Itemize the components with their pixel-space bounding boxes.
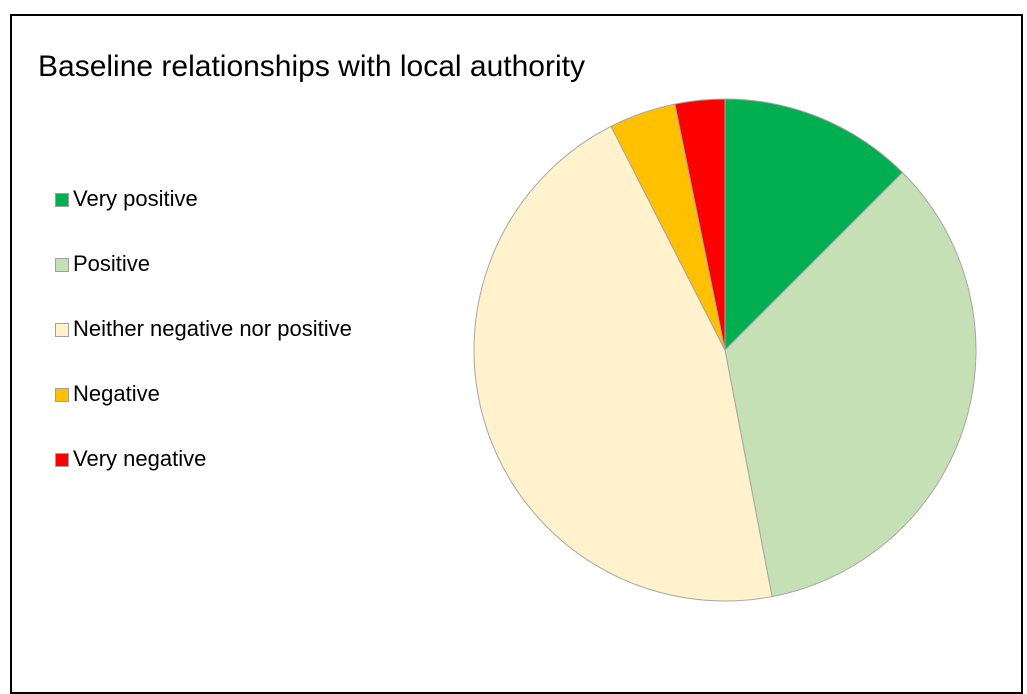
legend-label-very-negative: Very negative: [73, 446, 207, 471]
legend-swatch-negative: [55, 388, 69, 402]
legend-item-positive: Positive: [55, 246, 352, 311]
legend-item-very-negative: Very negative: [55, 441, 352, 506]
pie-slice-neither-negative-nor-positive: [473, 125, 773, 602]
legend-swatch-very-positive: [55, 193, 69, 207]
legend-label-positive: Positive: [73, 251, 151, 276]
legend-label-negative: Negative: [73, 381, 160, 406]
legend-item-negative: Negative: [55, 376, 352, 441]
pie-slice-very-negative: [674, 98, 726, 351]
legend-swatch-positive: [55, 258, 69, 272]
chart-legend: Very positive Positive Neither negative …: [55, 181, 352, 506]
chart-title: Baseline relationships with local author…: [38, 50, 585, 83]
legend-item-neither: Neither negative nor positive: [55, 311, 352, 376]
legend-label-neither: Neither negative nor positive: [73, 316, 352, 341]
legend-label-very-positive: Very positive: [73, 186, 198, 211]
pie-slice-very-positive: [724, 98, 904, 352]
legend-swatch-neither: [55, 323, 69, 337]
legend-swatch-very-negative: [55, 453, 69, 467]
legend-item-very-positive: Very positive: [55, 181, 352, 246]
pie-chart: [473, 98, 977, 602]
pie-slice-positive: [724, 171, 977, 598]
